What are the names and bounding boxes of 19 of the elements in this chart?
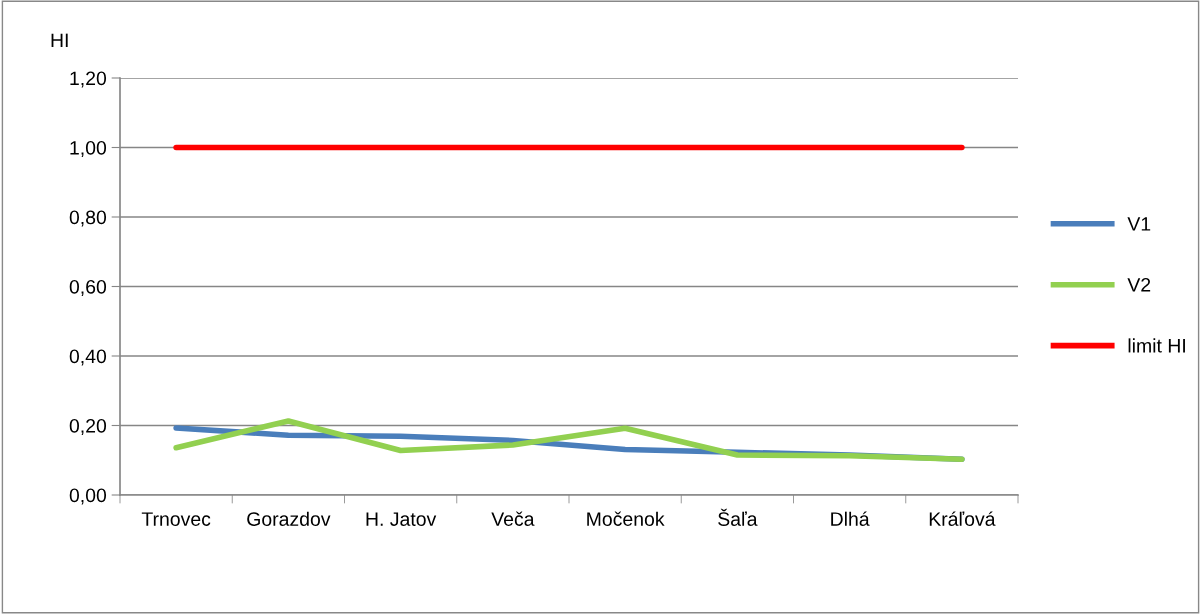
legend-label: V1: [1127, 217, 1151, 231]
x-tick-label: Kráľová: [929, 511, 996, 526]
x-tick-label: Veča: [491, 511, 535, 526]
x-tick-label: Trnovec: [141, 512, 211, 526]
y-tick-label: 0,40: [69, 349, 107, 366]
legend-label: V2: [1127, 277, 1151, 292]
y-axis-title: HI: [51, 33, 68, 48]
x-tick-label: Gorazdov: [247, 511, 331, 526]
x-tick-label: Dlhá: [831, 511, 870, 526]
x-tick-label: Močenok: [587, 511, 665, 526]
x-tick-label: H. Jatov: [366, 512, 437, 526]
y-tick-label: 0,80: [69, 210, 107, 227]
y-tick-label: 1,20: [70, 71, 107, 88]
y-tick-label: 0,00: [69, 488, 107, 505]
y-tick-label: 0,20: [69, 418, 107, 436]
y-tick-label: 1,00: [70, 140, 107, 158]
legend-label: limit HI: [1128, 338, 1185, 353]
x-tick-label: Šaľa: [718, 508, 758, 526]
y-tick-label: 0,60: [69, 279, 107, 297]
